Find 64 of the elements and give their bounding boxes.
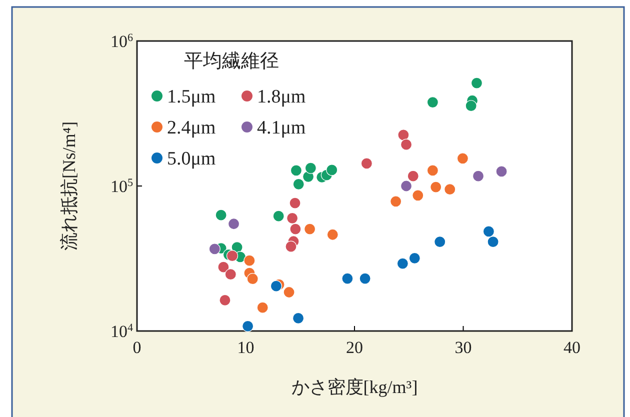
point [426,164,438,176]
point [304,223,316,235]
point [215,209,227,221]
point [226,250,238,262]
legend-label: 1.8μm [257,86,306,108]
y-tick-label: 10$^{5}$ [110,176,134,196]
point [342,272,354,284]
point [482,226,494,238]
point [289,197,301,209]
point [246,273,258,285]
point [326,228,338,240]
point [218,261,230,273]
x-axis-title: かさ密度[kg/m³] [291,377,418,397]
point [426,96,438,108]
x-tick-label: 40 [564,338,580,358]
point [396,258,408,270]
point [407,170,419,182]
point [244,254,256,266]
point [208,243,220,255]
point [304,162,316,174]
point [292,178,304,190]
x-tick-label: 0 [132,338,142,358]
point [400,138,412,150]
point [228,218,240,230]
x-tick-label: 20 [346,338,363,358]
point [224,268,236,280]
point [290,223,302,235]
y-tick-label: 10$^{4}$ [110,322,134,341]
point [360,158,372,170]
point [270,280,282,292]
point [408,252,420,264]
point [487,236,499,248]
point [242,320,254,332]
legend-label: 5.0μm [167,148,216,170]
point [285,240,297,252]
point [398,129,410,141]
point [465,100,477,112]
legend-title: 平均繊維径 [184,51,279,72]
point [219,294,231,306]
point [444,184,456,196]
point [496,166,508,178]
point [400,180,412,192]
point [390,196,402,208]
point [292,312,304,324]
point [412,190,424,202]
point [434,236,446,248]
point [290,164,302,176]
point [283,286,295,298]
point [430,181,442,193]
point [470,77,483,89]
y-axis-title: 流れ抵抗[Ns/m⁴] [59,121,79,251]
point [256,302,268,314]
point [286,212,298,224]
x-tick-label: 10 [237,338,254,358]
point [456,152,469,164]
point [272,210,284,222]
legend-label: 1.5μm [167,86,216,108]
y-tick-label: 10$^{6}$ [110,32,134,51]
x-tick-label: 30 [454,338,472,358]
point [472,170,484,182]
legend-label: 2.4μm [167,118,216,139]
point [359,272,371,284]
point [326,164,338,176]
legend-label: 4.1μm [257,118,306,139]
